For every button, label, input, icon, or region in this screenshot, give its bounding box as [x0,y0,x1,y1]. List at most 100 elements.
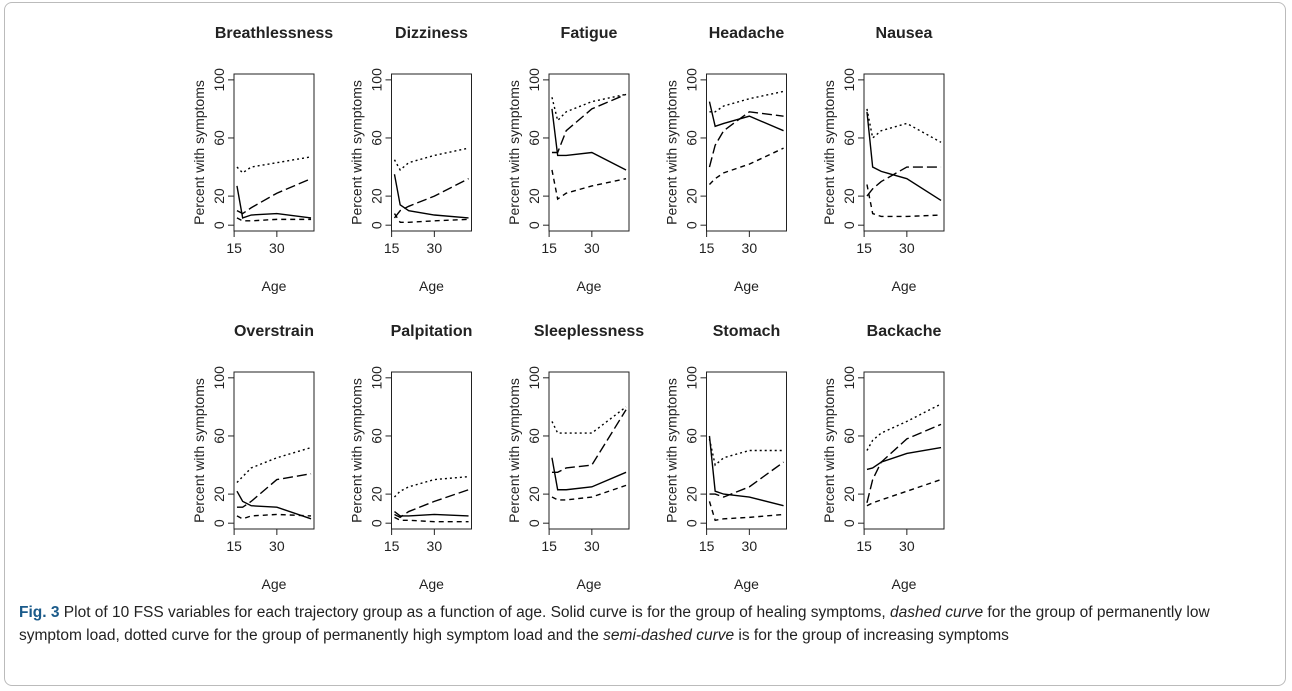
line-series [393,147,469,172]
panel: Backache 0 20 60 100 15 30 Age Percent with symp… [821,323,945,592]
line-series [709,90,784,113]
y-tick-label: 0 [369,221,385,229]
chart-title: Palpitation [391,323,473,340]
y-tick-label: 60 [211,428,227,444]
line-series [551,169,627,201]
line-series [866,478,942,507]
y-tick-label: 20 [369,188,385,204]
x-tick-label: 30 [427,538,443,554]
panel: Fatigue 0 20 60 100 15 30 Age Percent with sympt… [506,25,630,294]
y-tick-label: 60 [211,130,227,146]
panel: Breathlessness 0 20 60 100 15 30 Age Percent wit… [191,25,333,294]
y-tick-label: 0 [526,519,542,527]
line-series [866,111,942,202]
y-tick-label: 100 [369,68,385,92]
y-axis-label: Percent with symptoms [349,80,365,225]
chart-title: Breathlessness [215,25,333,42]
y-tick-label: 100 [841,68,857,92]
x-tick-label: 15 [384,538,400,554]
x-axis-label: Age [419,576,444,592]
line-series [866,166,942,197]
y-tick-label: 100 [841,366,857,390]
x-tick-label: 30 [742,538,758,554]
y-tick-label: 20 [684,188,700,204]
caption: Fig. 3 Plot of 10 FSS variables for each… [19,601,1269,647]
y-tick-label: 20 [211,188,227,204]
chart-title: Sleeplessness [534,323,644,340]
x-tick-label: 15 [699,240,715,256]
line-series [236,217,312,222]
caption-text: is for the group of increasing symptoms [734,627,1009,644]
y-tick-label: 60 [841,428,857,444]
x-tick-label: 30 [899,240,915,256]
x-axis-label: Age [262,576,287,592]
line-series [551,93,627,154]
x-tick-label: 15 [856,538,872,554]
y-tick-label: 60 [369,130,385,146]
chart-title: Headache [709,25,785,42]
y-tick-label: 60 [369,428,385,444]
line-series [866,108,942,143]
y-axis-label: Percent with symptoms [506,80,522,225]
plot-frame [233,73,315,232]
line-series [551,457,627,491]
y-tick-label: 20 [369,486,385,502]
y-tick-label: 0 [526,221,542,229]
x-tick-label: 30 [269,538,285,554]
x-tick-label: 30 [584,240,600,256]
line-series [866,403,942,451]
y-tick-label: 100 [684,68,700,92]
y-tick-label: 20 [841,486,857,502]
y-tick-label: 100 [684,366,700,390]
y-tick-label: 0 [211,519,227,527]
y-tick-label: 100 [526,366,542,390]
line-series [866,184,942,218]
x-tick-label: 15 [541,240,557,256]
x-tick-label: 15 [699,538,715,554]
caption-text: for the group of permanently low symptom… [19,604,1210,644]
y-axis-label: Percent with symptoms [506,378,522,523]
x-tick-label: 15 [384,240,400,256]
caption-text: Plot of 10 FSS variables for each trajec… [59,604,891,621]
line-series [393,174,469,219]
x-tick-label: 15 [541,538,557,554]
y-tick-label: 0 [684,221,700,229]
line-series [551,108,627,171]
x-tick-label: 15 [856,240,872,256]
line-series [866,446,942,471]
caption-text: dashed curve [890,604,984,621]
line-series [708,438,784,467]
plot-frame [863,371,945,530]
charts: Breathlessness 0 20 60 100 15 30 Age Percent wit… [191,25,945,592]
line-series [236,473,312,508]
x-tick-label: 15 [226,538,242,554]
line-series [709,461,784,498]
y-tick-label: 20 [684,486,700,502]
y-axis-label: Percent with symptoms [349,378,365,523]
panel: Sleeplessness 0 20 60 100 15 30 Age Percent with… [506,323,644,592]
panel: Nausea 0 20 60 100 15 30 Age Percent with sympto… [821,25,945,294]
line-series [393,213,469,223]
x-axis-label: Age [577,278,602,294]
chart-title: Fatigue [561,25,618,42]
chart-title: Backache [867,323,942,340]
panel: Headache 0 20 60 100 15 30 Age Percent with symp… [664,25,787,294]
x-axis-label: Age [734,576,759,592]
y-tick-label: 60 [526,130,542,146]
y-tick-label: 0 [841,221,857,229]
y-tick-label: 20 [841,188,857,204]
figure: Breathlessness 0 20 60 100 15 30 Age Percent wit… [4,2,1286,686]
y-tick-label: 20 [211,486,227,502]
line-series [236,490,312,520]
y-tick-label: 100 [369,366,385,390]
y-tick-label: 100 [211,68,227,92]
plot-frame [863,73,945,232]
line-series [551,406,627,434]
line-series [708,111,784,168]
x-axis-label: Age [577,576,602,592]
plot-frame [548,73,630,232]
line-series [393,475,469,498]
x-axis-label: Age [419,278,444,294]
panel: Overstrain 0 20 60 100 15 30 Age Percent with sy… [191,323,315,592]
y-tick-label: 0 [684,519,700,527]
